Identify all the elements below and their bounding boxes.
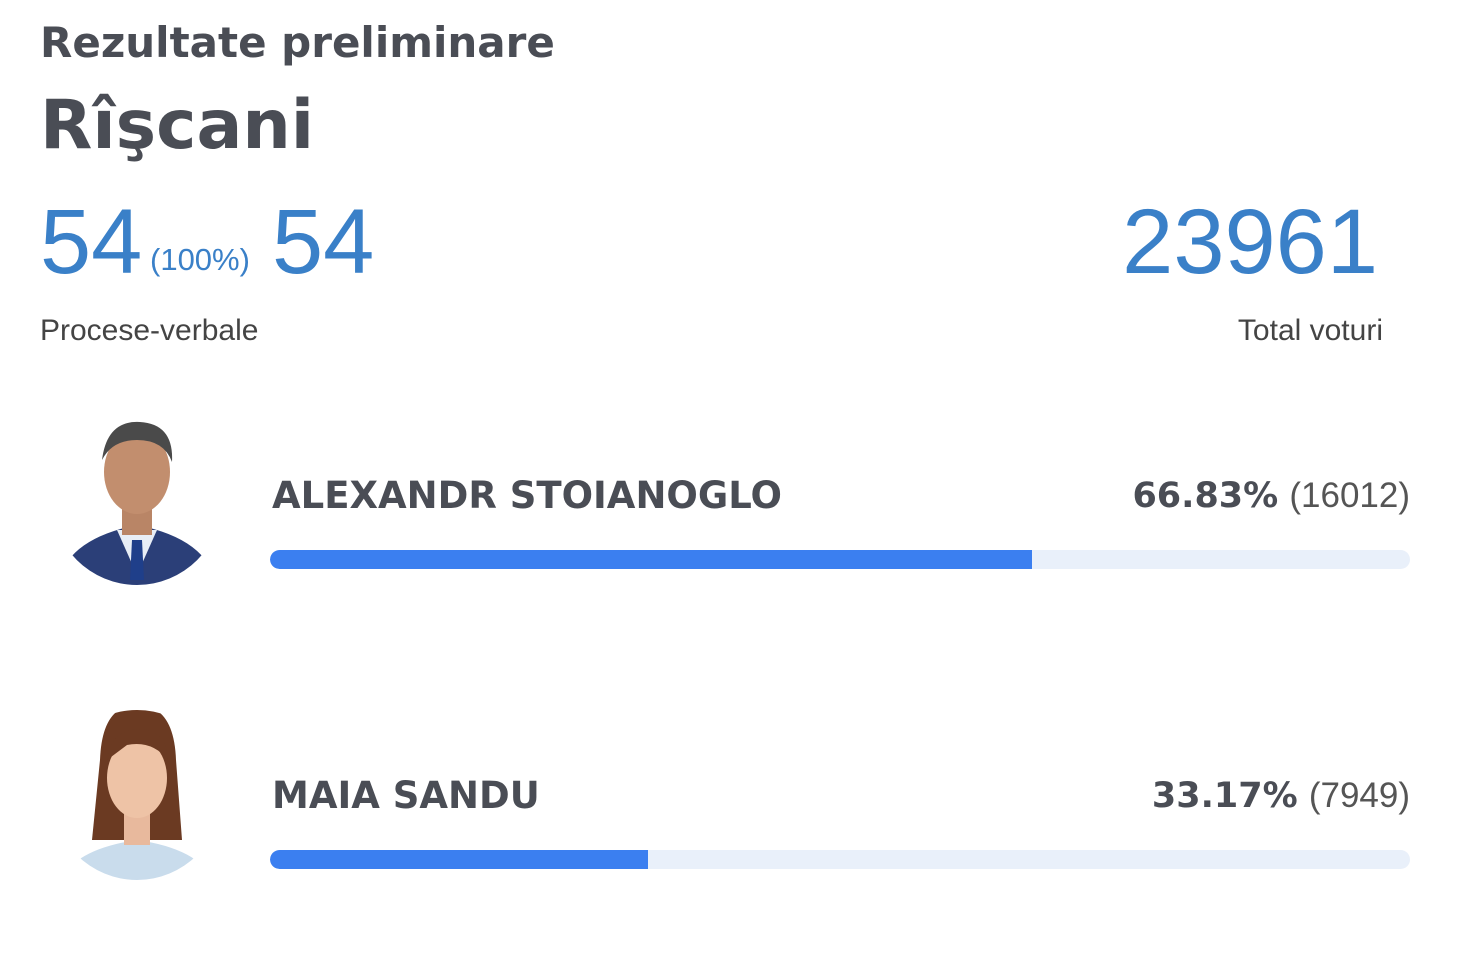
bar-track <box>270 850 1410 869</box>
candidate-photo <box>52 710 222 880</box>
candidate-votes: (16012) <box>1289 476 1410 515</box>
total-votes-label: Total voturi <box>1237 314 1383 347</box>
total-votes: 23961 <box>1122 191 1378 293</box>
candidate-name: ALEXANDR STOIANOGLO <box>272 474 782 517</box>
district: Rîşcani <box>40 86 315 165</box>
candidate-votes: (7949) <box>1308 776 1410 815</box>
candidate-percent: 33.17% <box>1151 776 1298 816</box>
protocols-total: 54 <box>272 191 375 293</box>
candidate-score: 66.83% (16012) <box>1132 476 1410 516</box>
title: Rezultate preliminare <box>40 18 555 67</box>
protocols-percent: (100%) <box>150 242 250 277</box>
candidate-row: ALEXANDR STOIANOGLO 66.83% (16012) <box>0 400 1472 600</box>
protocols-label: Procese-verbale <box>40 314 259 347</box>
result-bar <box>270 550 1032 569</box>
bar-track <box>270 550 1410 569</box>
protocols-counted: 54 <box>40 191 143 293</box>
candidate-row: MAIA SANDU 33.17% (7949) <box>0 700 1472 900</box>
candidate-percent: 66.83% <box>1132 476 1279 516</box>
result-bar <box>270 850 649 869</box>
candidate-score: 33.17% (7949) <box>1152 776 1410 816</box>
candidate-photo <box>52 415 222 585</box>
candidate-name: MAIA SANDU <box>272 774 540 817</box>
